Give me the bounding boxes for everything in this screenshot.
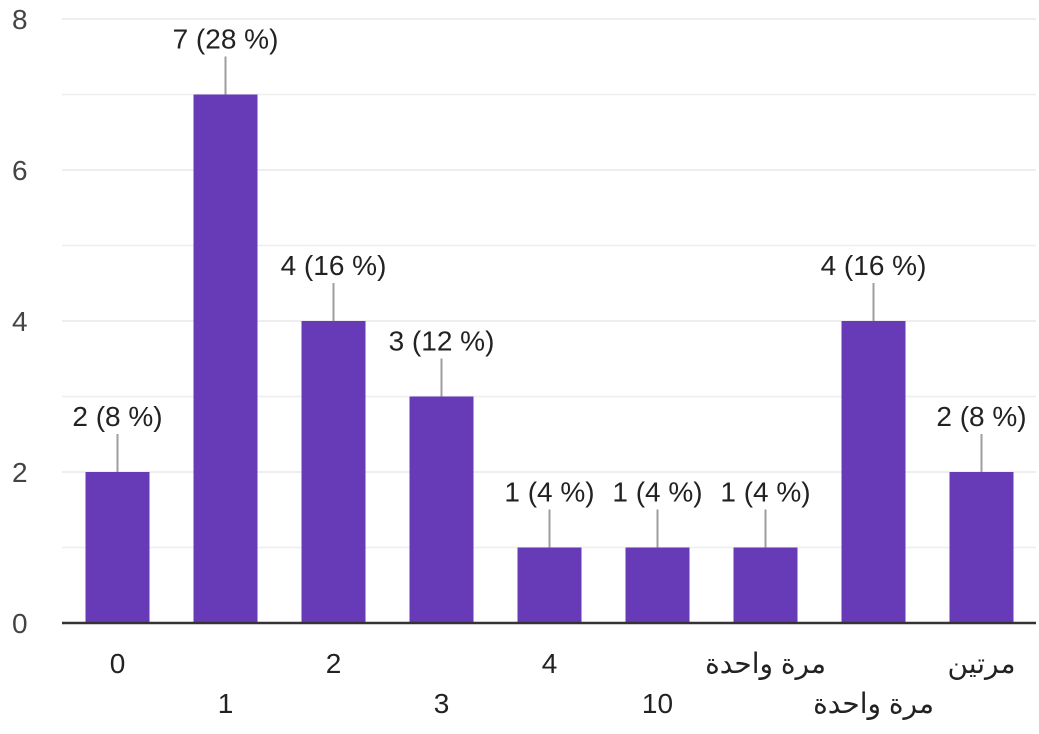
bars	[85, 94, 1014, 623]
data-label: 3 (12 %)	[389, 326, 495, 357]
bar	[85, 472, 150, 623]
y-tick-label: 8	[12, 4, 28, 35]
y-tick-label: 4	[12, 306, 28, 337]
bar	[625, 547, 690, 623]
data-label: 2 (8 %)	[936, 401, 1026, 432]
data-labels: 2 (8 %) 7 (28 %) 4 (16 %) 3 (12 %) 1 (4 %) 1 …	[72, 24, 1026, 508]
label-leaders	[116, 56, 983, 548]
x-tick-label: 1	[218, 688, 234, 719]
x-tick-label: مرة واحدة	[705, 648, 826, 680]
data-label: 4 (16 %)	[281, 250, 387, 281]
data-label: 1 (4 %)	[720, 477, 810, 508]
bar	[193, 94, 258, 623]
x-tick-label: 0	[110, 648, 126, 679]
bar	[949, 472, 1014, 623]
y-tick-label: 6	[12, 155, 28, 186]
y-axis-ticks: 0 2 4 6 8	[12, 4, 28, 639]
bar	[301, 321, 366, 623]
data-label: 1 (4 %)	[504, 477, 594, 508]
bar	[733, 547, 798, 623]
x-tick-label: 10	[642, 688, 673, 719]
x-tick-label: مرتين	[947, 648, 1015, 680]
bar	[841, 321, 906, 623]
bar	[517, 547, 582, 623]
x-tick-label: 4	[542, 648, 558, 679]
x-axis-ticks: 0 1 2 3 4 10 مرة واحدة مرة واحدة مرتين	[110, 648, 1016, 720]
x-tick-label: 2	[326, 648, 342, 679]
x-tick-label: مرة واحدة	[813, 688, 934, 720]
data-label: 7 (28 %)	[173, 24, 279, 55]
bar	[409, 396, 474, 623]
y-tick-label: 2	[12, 457, 28, 488]
data-label: 2 (8 %)	[72, 401, 162, 432]
data-label: 1 (4 %)	[612, 477, 702, 508]
x-tick-label: 3	[434, 688, 450, 719]
data-label: 4 (16 %)	[821, 250, 927, 281]
y-tick-label: 0	[12, 608, 28, 639]
